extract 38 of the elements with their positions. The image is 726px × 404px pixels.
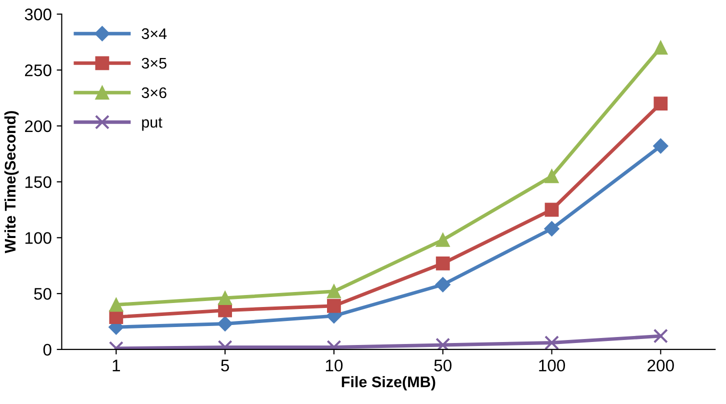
- x-tick-label: 50: [434, 360, 452, 372]
- point: [327, 298, 341, 313]
- point: [653, 328, 668, 344]
- point: [327, 284, 341, 298]
- point: [544, 202, 559, 217]
- x-tick-label: 200: [648, 360, 674, 372]
- legend-label: put: [142, 118, 162, 131]
- y-axis-title: Write Time(Second): [4, 111, 19, 254]
- point: [109, 310, 124, 324]
- point: [654, 40, 668, 55]
- y-tick-label: 300: [24, 8, 52, 20]
- x-axis-title: File Size(MB): [342, 376, 436, 390]
- point: [653, 138, 668, 154]
- y-tick-label: 200: [25, 120, 52, 132]
- point: [218, 303, 232, 318]
- point: [218, 291, 232, 305]
- point: [435, 277, 450, 292]
- x-tick-label: 100: [539, 360, 566, 372]
- point: [436, 232, 450, 247]
- y-tick-label: 50: [34, 288, 52, 300]
- point: [654, 96, 668, 111]
- x-tick-label: 10: [326, 360, 343, 372]
- legend-label: 3×5: [142, 58, 166, 69]
- point: [109, 298, 124, 312]
- point: [544, 169, 559, 184]
- point: [436, 338, 450, 350]
- legend-label: 3×4: [142, 28, 167, 40]
- y-tick-label: 150: [25, 176, 52, 188]
- y-tick-label: 0: [43, 344, 52, 356]
- x-tick-label: 5: [221, 360, 229, 372]
- x-tick-label: 1: [112, 360, 120, 372]
- point: [544, 221, 560, 236]
- point: [217, 316, 233, 332]
- point: [544, 335, 560, 350]
- y-tick-label: 250: [25, 64, 52, 76]
- point: [436, 256, 450, 270]
- legend-label: 3×6: [142, 87, 166, 98]
- y-tick-label: 100: [25, 232, 52, 244]
